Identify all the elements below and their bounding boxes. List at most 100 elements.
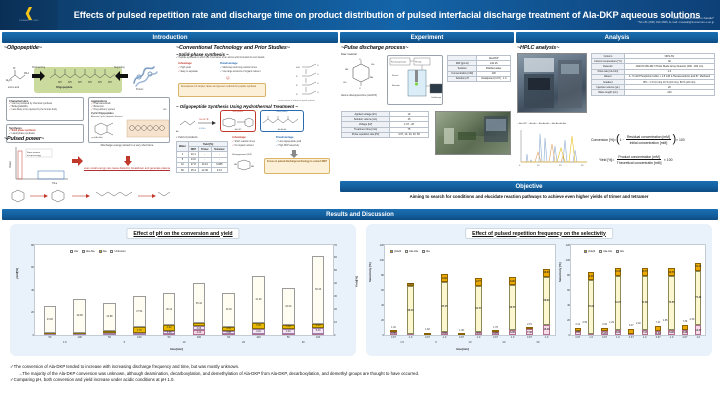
- table-row: Solution pH Unadjusted (3.67) , 1.0: [446, 75, 511, 82]
- legend-swatch: [81, 250, 85, 253]
- chromatogram-legend: —Ala-DKP —Ala-Ala —Ala-Ala-Ala —Ala-Ala-…: [517, 123, 567, 125]
- bar-segment: [491, 331, 500, 335]
- svg-text:R: R: [296, 85, 298, 87]
- solid-phase-scheme-icon: H₂N O R O R O R O reaction scheme of solid-p…: [278, 63, 319, 102]
- pulsed-power-panel: ~Pulsed power~ Power Time Same amount of…: [4, 136, 172, 203]
- bar-segment: [389, 332, 398, 335]
- bar-segment: [192, 330, 206, 335]
- bar-outer-label-2: 2.02: [636, 322, 641, 326]
- conversion-pre: 1 −: [619, 137, 625, 142]
- bar-segment: [574, 328, 581, 331]
- bar-outer-label: 1.78: [493, 325, 498, 329]
- x-subtick-label: 50: [48, 336, 52, 339]
- bar-segment: [491, 329, 500, 332]
- svg-text:O: O: [359, 59, 361, 61]
- pulsed-power-title: ~Pulsed power~: [4, 136, 44, 142]
- section-header-introduction: Introduction: [2, 32, 338, 43]
- bar-value-label: 6.62: [615, 331, 621, 335]
- applications-box: Applications ✓ Pharmaceuticals ✓ Biosens…: [88, 97, 170, 143]
- yield-table: Water Yield [%] DKP Trimer Tetramer 1 10.…: [176, 140, 229, 174]
- svg-text:Electrode: Electrode: [392, 84, 400, 87]
- x-group-label: 1.5: [62, 341, 67, 344]
- svg-text:200-280 ℃: 200-280 ℃: [199, 119, 209, 121]
- bar-segment: [133, 332, 146, 335]
- axis-tick-label: 100: [379, 258, 384, 262]
- bar-segment: [474, 331, 483, 335]
- legend-item: Ala: [615, 250, 624, 253]
- legend-label: Ala: [619, 250, 624, 253]
- characteristics-title: Characteristics: [9, 99, 29, 103]
- table-cell: Wave length [nm]: [591, 89, 625, 96]
- chart-left-y2label: Yield[%]: [354, 276, 358, 288]
- bar-value-label: 3.68: [285, 325, 291, 329]
- ala-dkp-structure-icon: HN NH O O CH₃ CH₃: [343, 59, 375, 90]
- bar-outer-label: 1.32: [391, 326, 396, 330]
- yield-label: Yield [%]=: [599, 157, 615, 162]
- characteristics-item-0: ✓ Can be produced by chemical synthesis: [9, 102, 53, 105]
- axis-tick-label: 40: [31, 288, 34, 292]
- oligopeptide-title: ~Oligopeptide~: [4, 45, 42, 51]
- conversion-label: Conversion [%]=: [591, 137, 616, 142]
- legend-swatch: [70, 250, 73, 253]
- svg-text:O: O: [317, 65, 319, 67]
- x-subtick-label: 4.67: [424, 336, 431, 339]
- bar-value-label: 4.22: [493, 331, 498, 335]
- bar-value-label: 35.44: [195, 301, 202, 305]
- legend-item: Ala-Ala: [599, 250, 612, 253]
- legend-swatch: [615, 250, 619, 253]
- bar-segment: [601, 328, 608, 332]
- advantage-item-0: ✓ High yield: [178, 67, 191, 69]
- bar-segment: [628, 329, 635, 334]
- chart-left-title: Effect of pH on the conversion and yield: [126, 228, 240, 239]
- legend-item: (Ala)3: [390, 250, 401, 253]
- focus-down-arrow-icon: [290, 150, 298, 158]
- bar-outer-label-2: 1.95: [662, 318, 668, 322]
- bar-value-label: 4.00: [442, 332, 447, 335]
- bar-value-label: 72.45: [695, 296, 702, 300]
- x-subtick-label: 100: [315, 336, 321, 339]
- bar-value-label: 2.88: [226, 330, 232, 334]
- focus-box: Focus on pulsed discharge technology to …: [267, 160, 327, 163]
- axis-tick-label: 60: [31, 266, 34, 270]
- bar-outer-label: 7.21: [655, 320, 661, 324]
- applications-item-1: ✓ Biosensor: [91, 105, 104, 108]
- svg-text:H₂N: H₂N: [6, 78, 12, 82]
- legend-item: Ala-Ala: [405, 250, 418, 253]
- legend-label: (Ala)3: [588, 250, 596, 253]
- axis-tick-label: 120: [565, 243, 570, 247]
- bar-segment: [252, 322, 265, 330]
- route-box-oligo: minor product Ala-Ala-Ala: [260, 110, 304, 132]
- bar-value-label: 32.60: [285, 305, 292, 309]
- yield-denominator: Theoretical concentratin [mM]: [616, 160, 662, 165]
- hydro-advantage-0: ✓ Short reaction times: [232, 141, 256, 143]
- bar-segment: [457, 332, 466, 335]
- svg-text:O: O: [317, 74, 319, 76]
- x-subtick-label: 100: [137, 336, 142, 339]
- cyclic-note2: Alternate Cyclic Dipeptide Structure: [91, 115, 123, 118]
- bar-segment: [588, 272, 595, 280]
- x-subtick-label: 100: [196, 336, 202, 339]
- conclusion-2: ✓Comparing pH, both conversion and yield…: [10, 377, 175, 383]
- svg-text:NH: NH: [251, 166, 254, 168]
- dkp-structure-icon: [222, 117, 254, 128]
- x-subtick-label: 1.0: [616, 336, 620, 339]
- pulsed-energy-text: Discharge energy stored in a very short …: [100, 144, 154, 147]
- condition-table: Ala-DKP MW [g/mol] 142.16 Solution Distilled…: [446, 54, 511, 82]
- x-subtick-label: 1.0: [544, 336, 549, 339]
- raw-material-label: Raw material: [341, 53, 357, 56]
- sad-face-icon: ☹: [226, 76, 230, 80]
- svg-text:O: O: [317, 92, 319, 94]
- bar-value-label: 4.92: [166, 326, 172, 330]
- oligopeptide-product-icon: [262, 116, 299, 124]
- axis-tick-label: 0: [568, 333, 570, 337]
- svg-text:OH: OH: [24, 71, 29, 75]
- bar-value-label: 24.88: [106, 315, 113, 319]
- legend-swatch: [584, 250, 587, 253]
- oligopeptide-highlight: [34, 67, 122, 93]
- bar-value-label: 6.00: [575, 331, 581, 335]
- disadvantage-item-1: ✓ Use large amounts of organic solvent: [220, 71, 261, 73]
- bar-segment: [103, 330, 116, 333]
- bar-outer-label: 1.82: [425, 328, 430, 332]
- characteristics-box: Characteristics ✓ Can be produced by che…: [6, 97, 84, 121]
- x-group-label: 20: [502, 341, 506, 344]
